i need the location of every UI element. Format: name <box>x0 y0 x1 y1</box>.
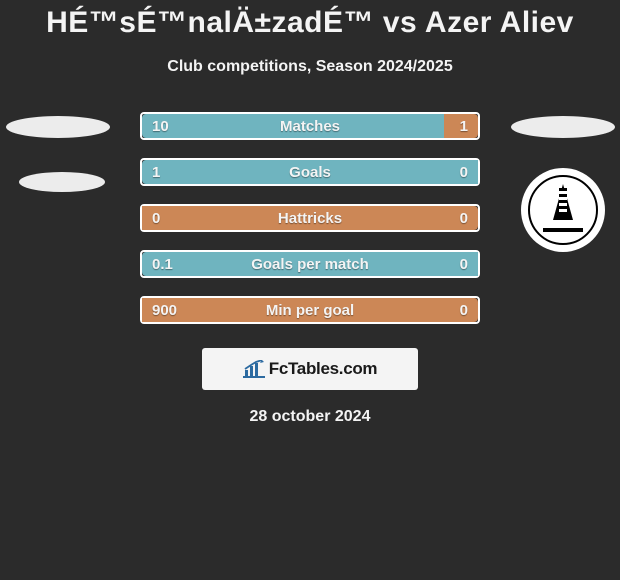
stat-row: 0.1 0 Goals per match <box>140 250 480 278</box>
stat-bars: 101Matches10Goals00Hattricks0.10Goals pe… <box>140 112 480 324</box>
stat-value-left: 0 <box>152 210 160 227</box>
club-logo-base <box>543 228 583 232</box>
stat-label: Goals per match <box>251 256 369 273</box>
stat-value-right: 0 <box>460 302 468 319</box>
stat-row: 10 1 Matches <box>140 112 480 140</box>
stat-value-left: 10 <box>152 118 169 135</box>
player-right-ellipse-top <box>511 116 615 138</box>
stats-area: 101Matches10Goals00Hattricks0.10Goals pe… <box>0 112 620 324</box>
brand-badge: FcTables.com <box>202 348 418 390</box>
stat-row: 0 0 Hattricks <box>140 204 480 232</box>
stat-value-right: 0 <box>460 256 468 273</box>
club-logo-derrick-icon <box>553 184 573 220</box>
page-title: HÉ™sÉ™nalÄ±zadÉ™ vs Azer Aliev <box>0 6 620 40</box>
stat-value-right: 1 <box>460 118 468 135</box>
stat-row: 900 0 Min per goal <box>140 296 480 324</box>
stat-value-left: 0.1 <box>152 256 173 273</box>
player-left-ellipse-top <box>6 116 110 138</box>
player-left-photo-block <box>0 112 115 192</box>
chart-icon <box>243 360 265 378</box>
stat-label: Min per goal <box>266 302 354 319</box>
player-left-ellipse-bottom <box>19 172 105 192</box>
stat-value-right: 0 <box>460 164 468 181</box>
stat-label: Matches <box>280 118 340 135</box>
date-text: 28 october 2024 <box>0 408 620 426</box>
stat-row: 1 0 Goals <box>140 158 480 186</box>
subtitle: Club competitions, Season 2024/2025 <box>0 58 620 76</box>
brand-text: FcTables.com <box>269 359 378 379</box>
club-logo <box>521 168 605 252</box>
player-right-photo-block <box>505 112 620 252</box>
stat-value-right: 0 <box>460 210 468 227</box>
comparison-card: HÉ™sÉ™nalÄ±zadÉ™ vs Azer Aliev Club comp… <box>0 0 620 580</box>
stat-label: Hattricks <box>278 210 342 227</box>
stat-value-left: 1 <box>152 164 160 181</box>
stat-label: Goals <box>289 164 331 181</box>
stat-value-left: 900 <box>152 302 177 319</box>
